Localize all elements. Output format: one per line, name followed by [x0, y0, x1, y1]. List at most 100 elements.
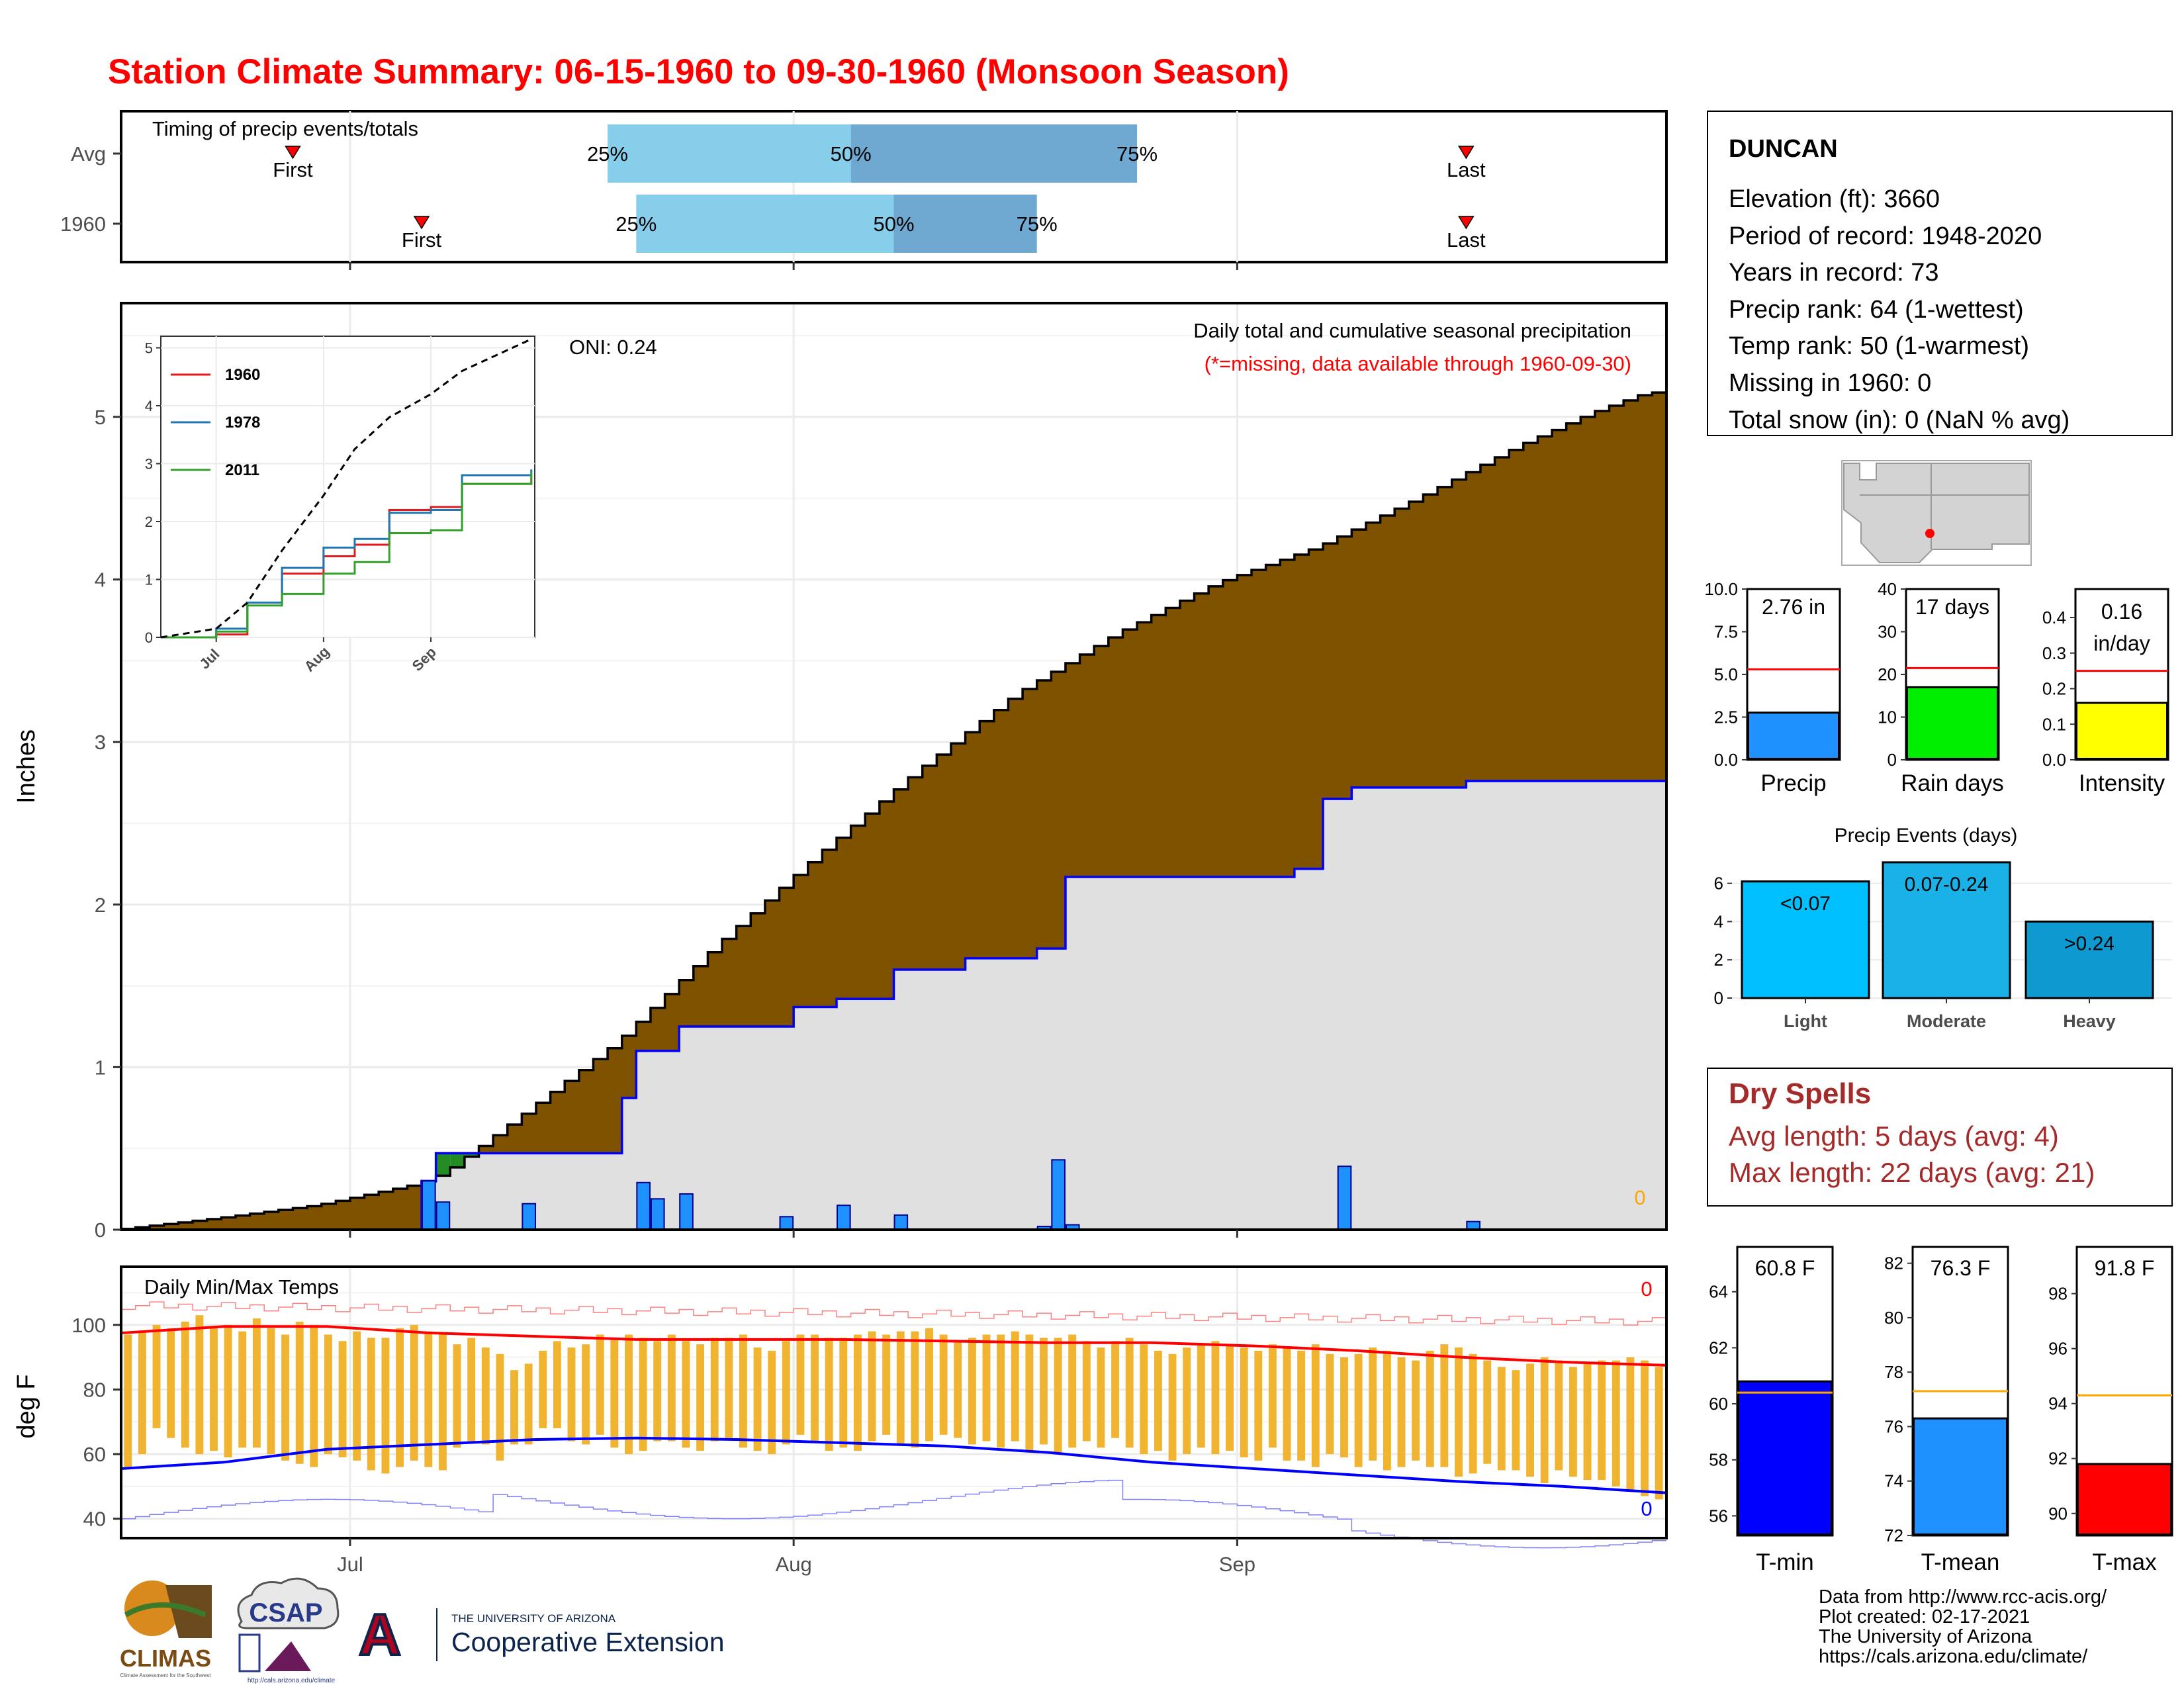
daily-temp-range-bar: [1254, 1350, 1263, 1461]
temp-y-tick-label: 60: [83, 1443, 106, 1466]
daily-temp-range-bar: [1612, 1360, 1620, 1486]
daily-temp-range-bar: [1598, 1360, 1606, 1481]
timing-last-label: Last: [1447, 228, 1486, 251]
x-axis-tick-label: Sep: [1219, 1553, 1255, 1576]
daily-temp-range-bar: [124, 1334, 132, 1467]
inset-y-tick-label: 0: [145, 629, 153, 646]
daily-precip-bar: [779, 1216, 794, 1230]
precip-subtitle: Daily total and cumulative seasonal prec…: [1193, 319, 1631, 342]
daily-temp-range-bar: [1297, 1350, 1306, 1461]
footer-line: Plot created: 02-17-2021: [1819, 1606, 2030, 1627]
mini-chart-label: Intensity: [2079, 770, 2165, 796]
ua-block-a-background: [361, 1605, 399, 1658]
timing-panel: 25% 50% 75% First Last 25% 50% 75% First Last Tim…: [60, 110, 1668, 270]
ua-block-a: A: [359, 1602, 401, 1667]
temp-summary-tick-label: 60: [1709, 1394, 1728, 1414]
precip-event-range-label: <0.07: [1780, 893, 1831, 915]
mini-chart-tick-label: 0.0: [1714, 750, 1738, 770]
temp-summary-value-label: 60.8 F: [1755, 1256, 1815, 1280]
inset-y-tick-label: 2: [145, 514, 153, 530]
daily-temp-range-bar: [181, 1321, 189, 1448]
temp-y-tick-label: 80: [83, 1378, 106, 1401]
climas-logo-tagline: Climate Assessment for the Southwest: [120, 1672, 212, 1678]
daily-temp-range-bar: [1583, 1363, 1592, 1481]
events-y-tick-label: 4: [1714, 911, 1723, 931]
temp-summary-value-bar: [2077, 1463, 2172, 1535]
timing-q50-q75-bar: [850, 124, 1138, 183]
temp-summary-tick-label: 74: [1884, 1471, 1903, 1491]
oni-value: ONI: 0.24: [569, 336, 657, 359]
precip-event-bar: [1882, 861, 2011, 999]
temp-summary-tick-label: 98: [2048, 1284, 2068, 1304]
daily-temp-range-bar: [1211, 1341, 1220, 1455]
temp-y-tick-label: 100: [71, 1314, 106, 1337]
inset-frame: [160, 336, 535, 638]
timing-last-label: Last: [1447, 158, 1486, 181]
dry-spells-title: Dry Spells: [1729, 1077, 1871, 1110]
temp-summary-tick-label: 56: [1709, 1506, 1728, 1526]
daily-temp-range-bar: [224, 1324, 232, 1457]
daily-temp-range-bar: [954, 1341, 962, 1438]
daily-temp-range-bar: [453, 1344, 461, 1448]
inset-series-line: [161, 472, 533, 639]
daily-temp-range-bar: [610, 1338, 619, 1448]
events-y-tick-label: 6: [1714, 874, 1723, 893]
daily-temp-range-bar: [682, 1341, 690, 1448]
mini-chart-value-label: 17 days: [1915, 595, 1989, 619]
daily-temp-range-bar: [367, 1338, 375, 1471]
daily-temp-range-bar: [1540, 1357, 1549, 1484]
daily-temp-range-bar: [882, 1334, 891, 1435]
temp-summary-value-label: 76.3 F: [1931, 1256, 1991, 1280]
precip-y-tick-label: 4: [95, 569, 106, 592]
mini-chart-tick-label: 0.1: [2042, 714, 2066, 734]
daily-precip-bar: [1051, 1159, 1066, 1231]
timing-row-label-year: 1960: [60, 212, 106, 236]
seasonal-temperature-bars: 56 58 60 62 64 60.8 F T-min 72 74 76 78 80 82 76.3 F T…: [1709, 1246, 2173, 1575]
mini-chart-tick-label: 7.5: [1714, 622, 1738, 642]
dry-spells-box: Dry Spells Avg length: 5 days (avg: 4) M…: [1707, 1068, 2173, 1207]
daily-temp-range-bar: [210, 1328, 218, 1451]
daily-temp-range-bar: [839, 1338, 848, 1448]
daily-temp-range-bar: [653, 1341, 662, 1441]
daily-temp-range-bar: [1626, 1357, 1635, 1490]
inset-average-line: [160, 338, 532, 639]
csap-logo: CSAP http://cals.arizona.edu/climate: [237, 1577, 340, 1684]
daily-temp-range-bar: [238, 1331, 247, 1448]
daily-temp-range-bar: [524, 1363, 533, 1445]
mini-chart-tick-label: 40: [1878, 579, 1897, 599]
daily-temp-range-bar: [381, 1338, 390, 1474]
daily-temp-range-bar: [1569, 1367, 1577, 1477]
temp-summary-tick-label: 96: [2048, 1339, 2068, 1359]
csap-logo-text: CSAP: [249, 1598, 322, 1627]
timing-quartile-label: 75%: [1017, 212, 1058, 236]
ua-line1: THE UNIVERSITY OF ARIZONA: [451, 1612, 616, 1625]
timing-quartile-label: 50%: [873, 212, 914, 236]
temp-summary-tick-label: 64: [1709, 1282, 1728, 1302]
daily-temp-range-bar: [725, 1338, 733, 1438]
daily-temp-range-bar: [1197, 1344, 1205, 1448]
station-info-line: Years in record: 73: [1729, 259, 1939, 287]
daily-precip-bar: [422, 1180, 436, 1231]
above-average-area: [435, 1153, 451, 1176]
daily-temp-range-bar: [138, 1331, 146, 1455]
daily-precip-bar: [636, 1181, 651, 1231]
precip-missing-count: 0: [1634, 1186, 1645, 1209]
temp-summary-tick-label: 62: [1709, 1338, 1728, 1357]
daily-temp-range-bar: [424, 1331, 433, 1467]
dry-spells-max: Max length: 22 days (avg: 21): [1729, 1157, 2095, 1188]
climas-logo-swoosh: [124, 1602, 206, 1618]
precip-events-chart: Precip Events (days) 0 2 4 6 <0.07 Light 0.07-…: [1714, 825, 2172, 1031]
ua-cooperative-extension-logo: A THE UNIVERSITY OF ARIZONA Cooperative …: [357, 1600, 724, 1668]
timing-quartile-label: 50%: [831, 142, 872, 165]
daily-temp-range-bar: [310, 1324, 318, 1467]
daily-temp-range-bar: [782, 1341, 790, 1445]
daily-temp-range-bar: [410, 1324, 418, 1461]
daily-temp-range-bar: [1526, 1363, 1535, 1477]
station-info-line: Precip rank: 64 (1-wettest): [1729, 296, 2024, 324]
daily-temp-range-bar: [1440, 1344, 1449, 1467]
precip-missing-note: (*=missing, data available through 1960-…: [1205, 352, 1631, 375]
daily-temp-range-bar: [796, 1334, 805, 1435]
mini-chart-tick-label: 30: [1878, 622, 1897, 642]
